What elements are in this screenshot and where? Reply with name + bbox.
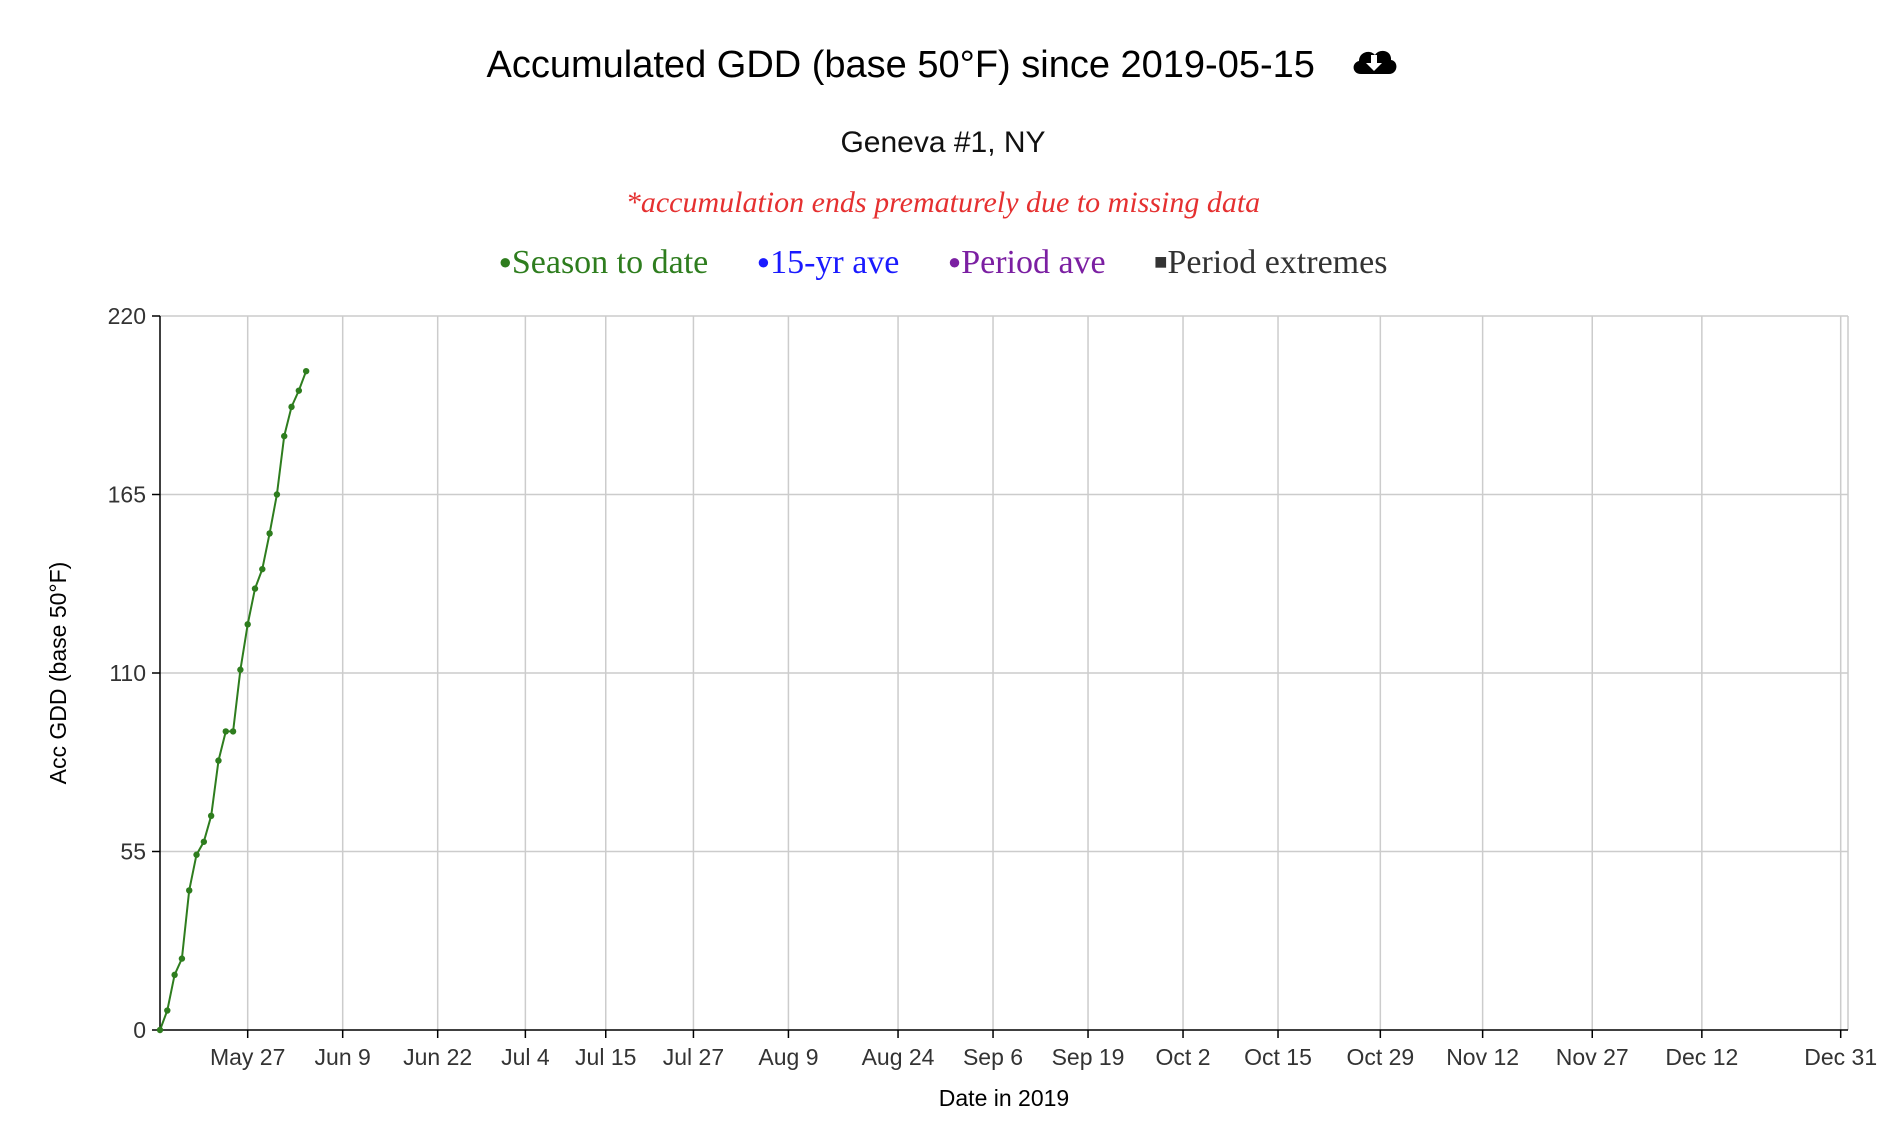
x-tick-label: Oct 2 — [1156, 1044, 1211, 1070]
x-tick-label: Sep 6 — [963, 1044, 1023, 1070]
y-axis-title: Acc GDD (base 50°F) — [45, 562, 71, 785]
x-tick-label: Nov 12 — [1446, 1044, 1519, 1070]
legend-square-icon: ■ — [1154, 249, 1168, 275]
legend-dot-icon: ● — [947, 249, 962, 275]
data-point — [295, 387, 303, 394]
x-tick-label: Jul 15 — [575, 1044, 636, 1070]
x-tick-label: Dec 31 — [1804, 1044, 1877, 1070]
data-point — [302, 367, 310, 375]
y-tick-label: 110 — [109, 660, 146, 686]
data-point — [193, 851, 200, 858]
legend-dot-icon: ● — [498, 249, 512, 275]
grid-lines — [160, 315, 1849, 1030]
x-ticks: May 27 Jun 9 Jun 22 Jul 4 Jul 15 Jul 27 Aug 9 A… — [210, 1030, 1877, 1070]
x-tick-label: Jul 27 — [663, 1044, 724, 1070]
data-point — [222, 728, 229, 735]
data-point — [186, 887, 193, 894]
legend-item-season-to-date[interactable]: ●Season to date — [499, 244, 709, 282]
data-point — [164, 1007, 171, 1014]
x-tick-label: Dec 12 — [1665, 1044, 1738, 1070]
data-point — [281, 432, 288, 440]
legend-label: Period extremes — [1167, 244, 1388, 281]
data-point — [244, 621, 251, 628]
x-tick-label: Aug 24 — [862, 1044, 935, 1070]
data-point — [288, 403, 295, 411]
data-point — [259, 565, 266, 573]
chart-title: Accumulated GDD (base 50°F) since 2019-0… — [486, 44, 1315, 87]
missing-data-note: *accumulation ends prematurely due to mi… — [625, 186, 1261, 219]
x-tick-label: Nov 27 — [1556, 1044, 1629, 1070]
data-point — [178, 955, 186, 962]
x-axis-title: Date in 2019 — [939, 1085, 1069, 1111]
x-tick-label: Aug 9 — [758, 1044, 818, 1070]
x-tick-label: Oct 15 — [1244, 1044, 1312, 1070]
legend-label: 15-yr ave — [770, 244, 900, 281]
legend-item-15-yr-ave[interactable]: ●15-yr ave — [757, 244, 900, 282]
data-point — [200, 838, 208, 845]
data-point — [273, 491, 281, 498]
legend-item-period-ave[interactable]: ●Period ave — [948, 244, 1106, 282]
data-point — [266, 530, 273, 537]
legend-dot-icon: ● — [756, 249, 771, 275]
x-tick-label: Sep 19 — [1052, 1044, 1125, 1070]
x-tick-label: Oct 29 — [1346, 1044, 1414, 1070]
x-tick-label: May 27 — [210, 1044, 285, 1070]
cloud-download-icon[interactable] — [1349, 44, 1399, 90]
legend-item-period-extremes[interactable]: ■Period extremes — [1154, 244, 1387, 282]
x-tick-label: Jun 9 — [315, 1044, 371, 1070]
station-subtitle: Geneva #1, NY — [840, 126, 1046, 159]
x-tick-label: Jun 22 — [403, 1044, 472, 1070]
y-tick-label: 165 — [108, 482, 146, 508]
legend-label: Season to date — [511, 244, 709, 281]
legend: ●Season to date ●15-yr ave ●Period ave ■… — [0, 244, 1886, 282]
chart-title-row: Accumulated GDD (base 50°F) since 2019-0… — [0, 44, 1886, 90]
y-tick-label: 55 — [120, 839, 146, 865]
y-tick-label: 220 — [108, 303, 146, 329]
data-point — [215, 757, 222, 764]
data-point — [171, 971, 178, 979]
legend-label: Period ave — [961, 244, 1106, 281]
data-point — [229, 728, 237, 735]
series-line-season-to-date — [159, 370, 308, 1031]
data-point — [207, 812, 215, 819]
data-point — [251, 585, 259, 592]
data-point — [237, 666, 244, 673]
x-tick-label: Jul 4 — [501, 1044, 550, 1070]
data-point — [156, 1026, 164, 1034]
y-tick-label: 0 — [133, 1017, 146, 1043]
series-layer — [156, 367, 310, 1034]
y-ticks: 0 55 110 165 220 — [108, 303, 160, 1043]
